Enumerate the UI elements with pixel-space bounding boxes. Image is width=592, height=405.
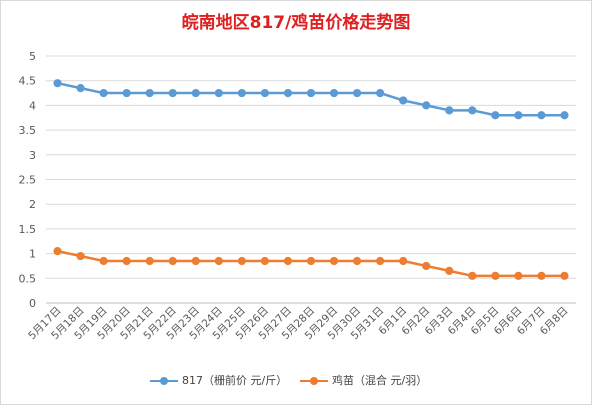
data-point	[399, 256, 408, 266]
data-point	[99, 88, 108, 98]
data-point	[122, 88, 131, 98]
data-point	[237, 256, 246, 266]
legend-marker-chick	[310, 377, 318, 385]
data-point	[145, 256, 154, 266]
legend: 817（栅前价 元/斤） 鸡苗（混合 元/羽）	[150, 372, 450, 390]
data-point	[191, 88, 200, 98]
data-point	[329, 256, 339, 266]
data-point	[306, 88, 316, 98]
legend-label-817: 817（栅前价 元/斤）	[182, 374, 288, 387]
data-point	[491, 271, 500, 280]
data-point	[422, 101, 431, 110]
data-point	[76, 84, 85, 93]
data-point	[168, 256, 177, 266]
y-tick-label: 0	[29, 297, 36, 310]
data-point	[352, 256, 362, 266]
y-tick-label: 4.5	[19, 75, 37, 88]
y-tick-label: 4	[29, 99, 36, 112]
data-point	[260, 256, 270, 266]
y-tick-label: 2.5	[19, 174, 37, 187]
data-point	[283, 88, 293, 98]
data-point	[468, 106, 477, 115]
y-tick-label: 2	[29, 198, 36, 211]
data-point	[145, 88, 154, 98]
y-tick-label: 1.5	[19, 223, 37, 236]
data-point	[399, 96, 408, 105]
data-point	[283, 256, 293, 266]
data-point	[53, 79, 62, 88]
legend-marker-817	[160, 377, 168, 385]
data-point	[537, 111, 546, 120]
data-point	[514, 271, 523, 280]
data-point	[260, 88, 270, 98]
data-point	[445, 266, 454, 275]
data-point	[491, 111, 500, 120]
legend-label-chick: 鸡苗（混合 元/羽）	[332, 374, 428, 387]
y-tick-label: 1	[29, 248, 36, 261]
data-point	[376, 256, 385, 266]
data-point	[306, 256, 316, 266]
data-point	[537, 271, 546, 280]
data-point	[237, 88, 246, 98]
data-point	[352, 88, 362, 98]
y-tick-label: 3	[29, 149, 36, 162]
data-point	[560, 111, 569, 120]
data-point	[76, 251, 85, 261]
data-point	[53, 247, 62, 256]
series-line-0	[57, 81, 565, 117]
data-point	[376, 88, 385, 98]
data-point	[560, 271, 569, 280]
data-point	[468, 271, 477, 280]
y-tick-label: 0.5	[19, 272, 37, 285]
chart-title: 皖南地区817/鸡苗价格走势图	[181, 13, 411, 33]
data-point	[122, 256, 131, 266]
data-point	[514, 111, 523, 120]
data-point	[168, 88, 177, 98]
y-tick-label: 3.5	[19, 124, 37, 137]
data-point	[329, 88, 339, 98]
data-point	[445, 106, 454, 115]
data-point	[99, 256, 108, 266]
data-point	[214, 88, 223, 98]
data-point	[191, 256, 200, 266]
data-point	[214, 256, 223, 266]
y-tick-label: 5	[29, 50, 36, 63]
data-point	[422, 261, 431, 271]
